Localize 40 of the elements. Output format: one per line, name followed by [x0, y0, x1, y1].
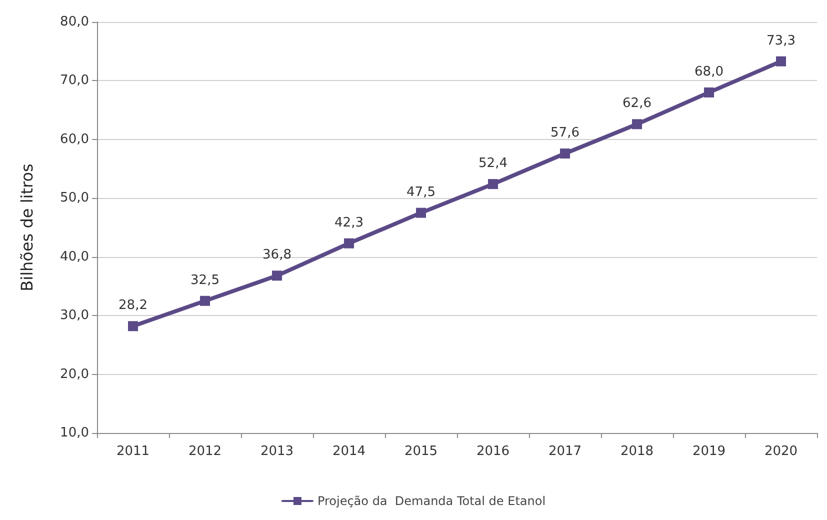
point: [200, 296, 210, 306]
data-label: 36,8: [262, 248, 292, 263]
point: [488, 179, 498, 190]
data-label: 52,4: [478, 156, 508, 172]
point: [776, 56, 786, 66]
y-tick-label: 70,0: [60, 73, 89, 88]
x-tick-label: 2018: [620, 444, 654, 459]
data-label: 68,0: [694, 64, 724, 80]
x-tick-label: 2015: [404, 444, 438, 459]
x-tick-label: 2011: [116, 444, 150, 459]
point: [344, 238, 354, 248]
x-tick-label: 2019: [692, 444, 726, 459]
y-tick-label: 80,0: [60, 14, 89, 30]
x-tick-label: 2020: [764, 444, 798, 459]
data-label: 28,2: [118, 298, 148, 314]
point: [128, 321, 138, 332]
data-label: 62,6: [622, 96, 652, 112]
data-label: 73,3: [766, 33, 796, 48]
x-tick-label: 2017: [548, 444, 582, 459]
point: [416, 208, 426, 218]
point: [632, 119, 642, 130]
y-tick-label: 50,0: [60, 190, 89, 206]
data-label: 42,3: [334, 215, 364, 230]
point: [560, 148, 570, 159]
y-tick-label: 20,0: [60, 366, 89, 382]
data-label: 57,6: [550, 126, 580, 141]
x-tick-label: 2014: [332, 444, 366, 459]
x-tick-label: 2012: [188, 444, 222, 459]
y-tick-label: 40,0: [60, 249, 89, 264]
point: [272, 270, 282, 281]
legend-label: Projeção da Demanda Total de Etanol: [317, 494, 546, 508]
y-axis-title: Bilhões de litros: [18, 164, 36, 292]
data-label: 32,5: [190, 272, 220, 288]
x-tick-label: 2013: [260, 444, 294, 459]
y-tick-label: 60,0: [60, 132, 89, 147]
y-tick-label: 30,0: [60, 308, 89, 324]
point: [704, 87, 714, 98]
x-tick-label: 2016: [476, 444, 510, 459]
y-tick-label: 10,0: [60, 426, 89, 440]
data-label: 47,5: [406, 184, 436, 200]
